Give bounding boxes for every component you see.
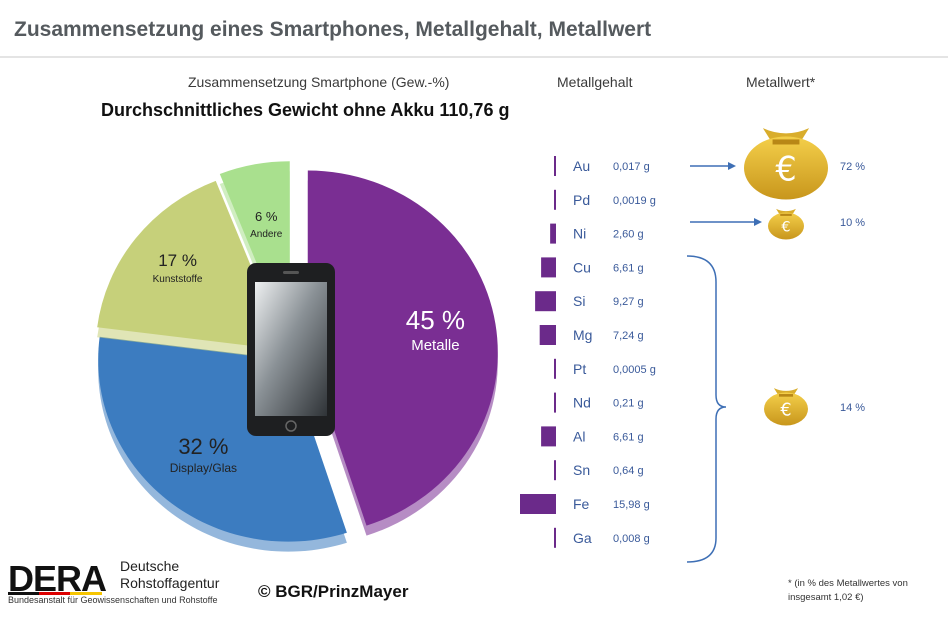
arrow-icon: [690, 218, 762, 226]
metal-bar-nd: [554, 392, 556, 413]
metal-symbol-label: Ni: [573, 226, 586, 242]
smartphone-illustration: [247, 263, 335, 436]
metal-symbol-label: Pd: [573, 192, 590, 208]
metal-symbol-label: Pt: [573, 361, 586, 377]
metal-weight-label: 6,61 g: [613, 262, 644, 274]
metal-value-heading: Metallwert*: [746, 74, 816, 90]
pie-value-label: 17 %: [158, 251, 197, 270]
metal-symbol-label: Nd: [573, 395, 591, 411]
org-subtitle: Bundesanstalt für Geowissenschaften und …: [8, 595, 218, 605]
pie-chart-title: Zusammensetzung Smartphone (Gew.-%): [188, 74, 450, 90]
metal-symbol-label: Fe: [573, 496, 590, 512]
metal-bar-sn: [554, 460, 556, 481]
page-title: Zusammensetzung eines Smartphones, Metal…: [14, 18, 652, 41]
arrow-icon: [690, 162, 736, 170]
flag-stripe: [8, 592, 102, 595]
title-divider: [0, 56, 948, 58]
euro-symbol: €: [775, 150, 796, 189]
metal-bar-ni: [550, 223, 556, 244]
pie-value-label: 6 %: [255, 209, 278, 224]
money-bag-icon: €: [744, 128, 828, 200]
metal-bar-au: [554, 156, 556, 176]
metal-symbol-label: Au: [573, 158, 590, 174]
footnote-line2: insgesamt 1,02 €): [788, 592, 864, 603]
metal-bar-si: [535, 291, 556, 312]
metal-weight-label: 0,0019 g: [613, 195, 656, 207]
pie-chart-subtitle: Durchschnittliches Gewicht ohne Akku 110…: [101, 100, 510, 120]
euro-symbol: €: [781, 219, 790, 235]
metal-weight-label: 7,24 g: [613, 330, 644, 342]
org-name-line1: Deutsche: [120, 558, 180, 574]
euro-symbol: €: [780, 401, 791, 421]
pie-slice-kunststoffe: [97, 180, 286, 351]
money-bag-icon: €: [768, 208, 804, 240]
pie-slice-metalle: [307, 170, 498, 526]
money-bag-icon: €: [764, 388, 808, 426]
metal-symbol-label: Si: [573, 293, 585, 309]
metal-symbol-label: Sn: [573, 462, 590, 478]
metal-bar-fe: [520, 494, 556, 514]
metal-weight-label: 0,0005 g: [613, 364, 656, 376]
metal-weight-label: 0,017 g: [613, 161, 650, 173]
pie-category-label: Kunststoffe: [153, 274, 203, 285]
value-share-label: 10 %: [840, 217, 865, 229]
pie-value-label: 32 %: [178, 434, 228, 459]
pie-value-label: 45 %: [406, 305, 465, 335]
metal-content-heading: Metallgehalt: [557, 74, 633, 90]
metal-weight-label: 15,98 g: [613, 499, 650, 511]
metal-symbol-label: Mg: [573, 327, 592, 343]
metal-weight-label: 6,61 g: [613, 431, 644, 443]
value-share-label: 14 %: [840, 402, 865, 414]
metal-weight-label: 0,64 g: [613, 465, 644, 477]
metal-symbol-label: Cu: [573, 259, 591, 275]
metal-bar-ga: [554, 527, 556, 548]
metal-bar-cu: [541, 257, 556, 278]
copyright-notice: © BGR/PrinzMayer: [258, 582, 409, 601]
metal-weight-label: 9,27 g: [613, 296, 644, 308]
metal-weight-label: 2,60 g: [613, 229, 644, 241]
pie-category-label: Metalle: [411, 337, 459, 354]
metal-bar-pd: [554, 189, 556, 210]
org-name-line2: Rohstoffagentur: [120, 575, 220, 591]
metal-bar-al: [541, 426, 556, 447]
metal-symbol-label: Ga: [573, 530, 592, 546]
pie-category-label: Display/Glas: [170, 461, 237, 475]
group-brace: [686, 255, 727, 563]
metal-bar-pt: [554, 358, 556, 379]
pie-category-label: Andere: [250, 229, 283, 240]
metal-symbol-label: Al: [573, 428, 585, 444]
metal-bar-mg: [539, 325, 556, 345]
footnote-line1: * (in % des Metallwertes von: [788, 578, 908, 589]
metal-weight-label: 0,21 g: [613, 398, 644, 410]
value-share-label: 72 %: [840, 161, 865, 173]
metal-weight-label: 0,008 g: [613, 533, 650, 545]
